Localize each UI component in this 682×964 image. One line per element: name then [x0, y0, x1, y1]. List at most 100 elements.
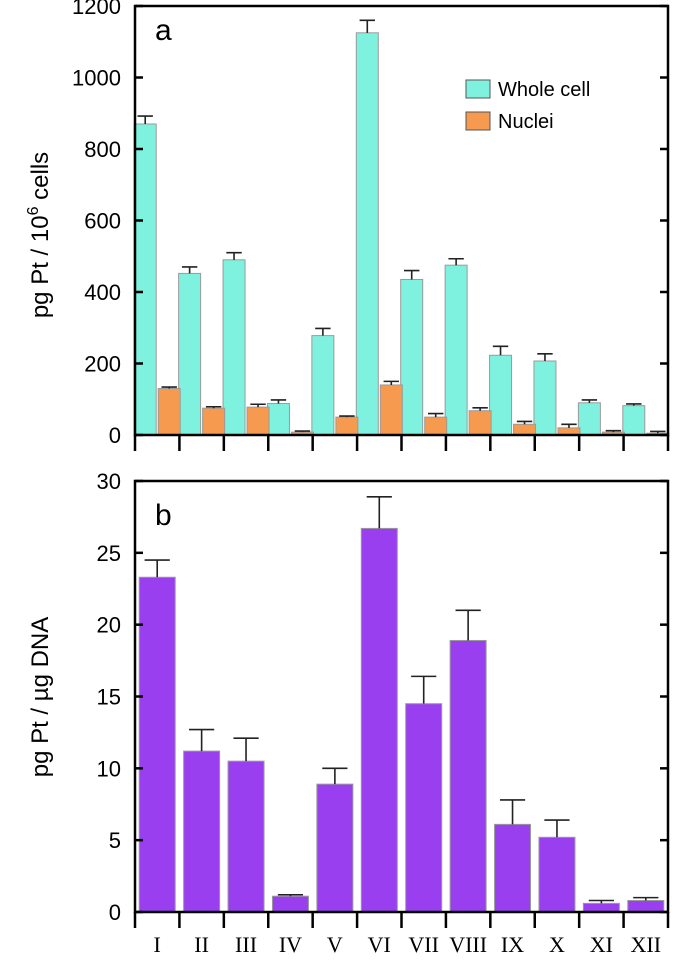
error-bar-a-0-XI — [581, 399, 598, 403]
error-bar-b-0-X — [544, 819, 570, 838]
y-tick-label-a-1000: 1000 — [72, 66, 121, 91]
x-tick-label-III: III — [235, 932, 257, 957]
error-bar-a-1-IX — [516, 420, 533, 425]
error-bar-b-0-VIII — [455, 609, 481, 641]
bar-b-dna-II — [183, 750, 221, 913]
y-tick-label-a-600: 600 — [84, 209, 121, 234]
error-bar-a-1-IV — [294, 430, 311, 433]
bar-a-nuclei-IX — [513, 423, 537, 436]
error-bar-a-0-XII — [626, 403, 642, 406]
bar-b-dna-I — [138, 576, 176, 913]
error-bar-a-1-I — [161, 386, 177, 389]
bar-a-nuclei-VII — [424, 416, 448, 436]
bar-a-nuclei-V — [335, 416, 359, 436]
error-bar-b-0-IX — [499, 799, 526, 825]
panel-b-y-axis-label: pg Pt / µg DNA — [27, 617, 54, 778]
legend-label-nuclei: Nuclei — [498, 111, 554, 133]
bar-b-dna-III — [227, 760, 265, 913]
error-bar-a-0-I — [137, 115, 153, 124]
error-bar-a-0-V — [315, 327, 331, 336]
error-bar-a-1-III — [250, 403, 266, 408]
error-bar-a-1-X — [561, 423, 577, 428]
x-tick-label-X: X — [549, 932, 565, 957]
y-tick-label-b-10: 10 — [97, 756, 121, 781]
bar-a-whole-cell-II — [178, 272, 202, 436]
x-tick-label-XII: XII — [631, 932, 662, 957]
panel-b-bars — [138, 527, 665, 913]
legend-swatch-nuclei — [465, 111, 491, 131]
bar-a-nuclei-III — [246, 406, 270, 436]
y-tick-label-b-15: 15 — [97, 685, 121, 710]
bar-b-dna-XII — [627, 900, 665, 913]
x-tick-label-XI: XI — [590, 932, 613, 957]
error-bar-a-1-XII — [650, 430, 666, 434]
panel-a-bars — [133, 32, 670, 436]
error-bar-a-1-II — [205, 405, 222, 409]
bar-a-whole-cell-III — [222, 259, 246, 436]
panel-a-y-ticks: 0 200 400 600 800 1000 1200 — [72, 0, 668, 448]
error-bar-b-0-III — [233, 737, 259, 762]
panel-b-x-ticks — [133, 912, 670, 928]
panel-a-error-bars — [137, 19, 666, 434]
legend-label-whole-cell: Whole cell — [498, 79, 590, 101]
error-bar-b-0-IV — [277, 893, 304, 897]
bar-a-nuclei-I — [157, 388, 181, 436]
y-tick-label-b-20: 20 — [97, 613, 121, 638]
y-tick-label-b-30: 30 — [97, 469, 121, 494]
bar-a-nuclei-VI — [379, 384, 403, 436]
x-axis-category-labels: I II III IV V VI VII VIII IX X XI XII — [154, 932, 662, 957]
error-bar-a-1-VI — [383, 380, 399, 385]
x-tick-label-IV: IV — [279, 932, 302, 957]
y-tick-label-a-800: 800 — [84, 137, 121, 162]
error-bar-a-1-V — [339, 415, 355, 418]
panel-a-y-axis-label: pg Pt / 106 cells — [25, 152, 54, 318]
error-bar-a-0-VII — [404, 269, 420, 280]
x-tick-label-VII: VII — [408, 932, 439, 957]
y-tick-label-a-0: 0 — [109, 423, 121, 448]
y-tick-label-a-200: 200 — [84, 352, 121, 377]
error-bar-a-0-III — [226, 251, 242, 260]
error-bar-b-0-V — [322, 767, 348, 785]
bar-a-whole-cell-X — [533, 360, 557, 436]
panel-b-y-ticks: 0 5 10 15 20 25 30 — [97, 469, 668, 925]
bar-a-nuclei-II — [202, 407, 226, 436]
error-bar-a-0-II — [181, 266, 198, 274]
bar-a-whole-cell-I — [133, 123, 157, 436]
y-tick-label-b-25: 25 — [97, 541, 121, 566]
bar-a-whole-cell-VII — [400, 278, 424, 436]
y-tick-label-a-400: 400 — [84, 280, 121, 305]
x-tick-label-IX: IX — [501, 932, 524, 957]
bar-b-dna-VI — [360, 527, 398, 913]
bar-a-whole-cell-V — [311, 335, 335, 436]
error-bar-b-0-XII — [633, 896, 659, 901]
error-bar-a-0-VI — [359, 19, 375, 33]
legend: Whole cell Nuclei — [465, 79, 590, 133]
bar-a-whole-cell-VI — [355, 32, 379, 436]
bar-b-dna-X — [538, 836, 576, 913]
panel-b-label: b — [155, 499, 172, 532]
y-tick-label-b-0: 0 — [109, 900, 121, 925]
x-tick-label-VI: VI — [368, 932, 391, 957]
x-tick-label-V: V — [327, 932, 343, 957]
error-bar-b-0-VII — [411, 675, 437, 704]
error-bar-a-0-IX — [492, 345, 509, 356]
bar-b-dna-VIII — [449, 639, 487, 913]
error-bar-b-0-XI — [588, 899, 614, 904]
error-bar-a-1-XI — [605, 429, 622, 433]
bar-a-whole-cell-VIII — [444, 264, 468, 436]
bar-b-dna-V — [316, 783, 354, 913]
y-tick-label-a-1200: 1200 — [72, 0, 121, 19]
bar-a-whole-cell-XI — [577, 402, 601, 436]
legend-swatch-whole-cell — [465, 79, 491, 99]
bar-a-whole-cell-IX — [489, 354, 513, 436]
error-bar-a-0-IV — [270, 399, 287, 404]
bar-b-dna-XI — [582, 902, 620, 913]
bar-a-whole-cell-IV — [266, 403, 290, 436]
error-bar-a-0-X — [537, 353, 553, 361]
bar-b-dna-VII — [405, 703, 443, 913]
bar-b-dna-IV — [271, 895, 309, 913]
error-bar-b-0-I — [144, 559, 170, 578]
panel-a-label: a — [155, 14, 172, 47]
